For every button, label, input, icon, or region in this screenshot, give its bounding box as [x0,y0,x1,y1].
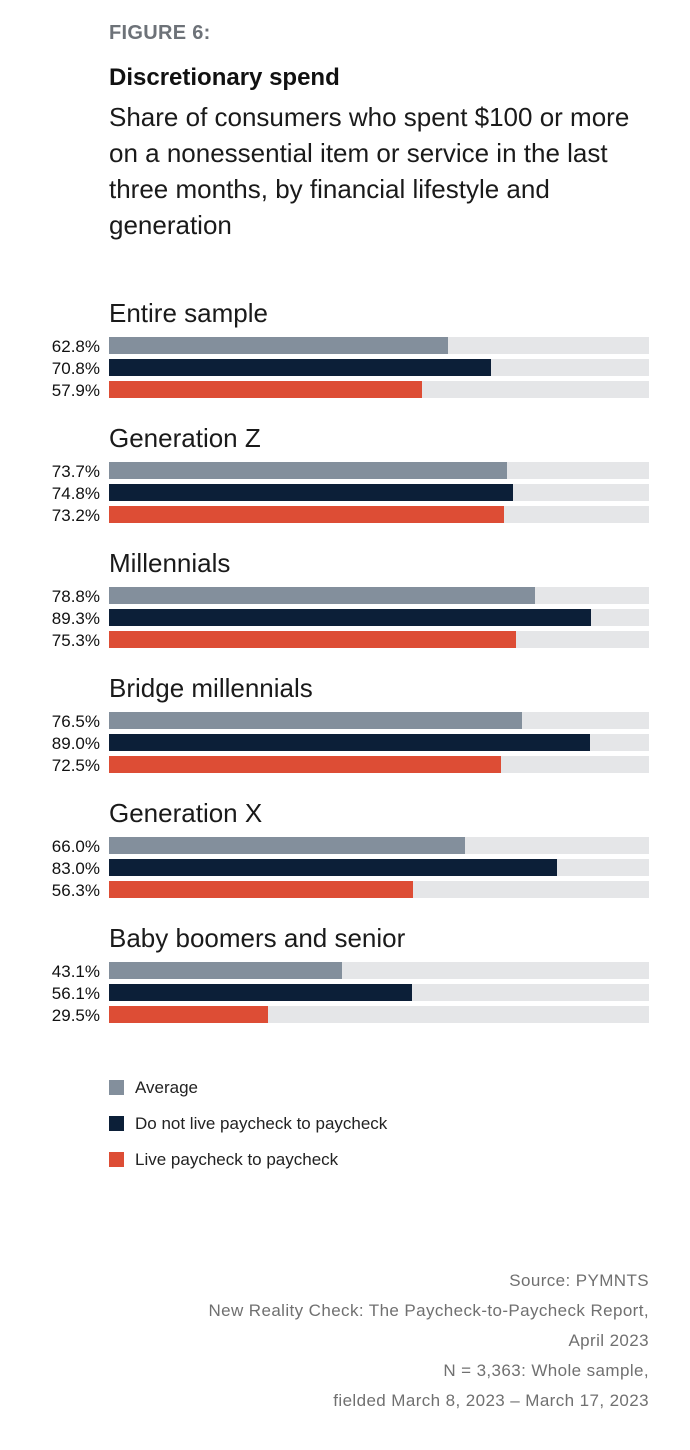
source-line: April 2023 [568,1331,649,1350]
bar-track [109,587,649,604]
data-label: 73.2% [51,506,100,525]
bar-live-paycheck-to-paycheck [109,381,422,398]
data-label: 56.1% [51,984,100,1003]
bar-average [109,962,342,979]
bar-do-not-live-paycheck-to-paycheck [109,984,412,1001]
bar-track [109,1006,649,1023]
data-label: 29.5% [51,1006,100,1025]
data-label: 74.8% [51,484,100,503]
legend-swatch [109,1152,124,1167]
group-title: Generation Z [109,423,261,453]
bar-do-not-live-paycheck-to-paycheck [109,859,558,876]
bar-live-paycheck-to-paycheck [109,506,505,523]
bar-track [109,881,649,898]
data-label: 75.3% [51,631,100,650]
bar-average [109,337,449,354]
bar-track [109,381,649,398]
bar-average [109,587,535,604]
data-label: 72.5% [51,756,100,775]
data-label: 66.0% [51,837,100,856]
legend-swatch [109,1080,124,1095]
bar-average [109,462,507,479]
bar-track [109,962,649,979]
data-label: 78.8% [51,587,100,606]
data-label: 89.0% [51,734,100,753]
bar-track [109,712,649,729]
bar-track [109,359,649,376]
bar-live-paycheck-to-paycheck [109,756,501,773]
data-label: 89.3% [51,609,100,628]
bar-do-not-live-paycheck-to-paycheck [109,484,513,501]
bar-live-paycheck-to-paycheck [109,881,414,898]
bar-do-not-live-paycheck-to-paycheck [109,734,590,751]
group-title: Generation X [109,798,263,828]
legend-label: Do not live paycheck to paycheck [135,1114,388,1133]
group-title: Bridge millennials [109,673,313,703]
figure-label: FIGURE 6: [109,22,211,44]
data-label: 56.3% [51,881,100,900]
legend-swatch [109,1116,124,1131]
group-title: Entire sample [109,298,268,328]
bar-track [109,984,649,1001]
source-note: Source: PYMNTS New Reality Check: The Pa… [208,1266,649,1416]
bar-track [109,859,649,876]
source-line: N = 3,363: Whole sample, [443,1361,649,1380]
bar-track [109,462,649,479]
bar-do-not-live-paycheck-to-paycheck [109,609,592,626]
legend-label: Live paycheck to paycheck [135,1150,339,1169]
source-line: Source: PYMNTS [509,1271,649,1290]
bar-do-not-live-paycheck-to-paycheck [109,359,492,376]
chart-title: Discretionary spend [109,64,340,91]
data-label: 43.1% [51,962,100,981]
group-title: Millennials [109,548,231,578]
bar-live-paycheck-to-paycheck [109,1006,269,1023]
bar-track [109,756,649,773]
bar-track [109,609,649,626]
data-label: 57.9% [51,381,100,400]
bar-track [109,631,649,648]
data-label: 70.8% [51,359,100,378]
source-line: New Reality Check: The Paycheck-to-Paych… [208,1301,649,1320]
bar-live-paycheck-to-paycheck [109,631,516,648]
bar-track [109,337,649,354]
source-line: fielded March 8, 2023 – March 17, 2023 [333,1391,649,1410]
bar-track [109,837,649,854]
bar-average [109,837,466,854]
data-label: 62.8% [51,337,100,356]
bar-track [109,506,649,523]
data-label: 83.0% [51,859,100,878]
legend-label: Average [135,1078,199,1097]
bar-track [109,734,649,751]
group-title: Baby boomers and senior [109,923,406,953]
data-label: 76.5% [51,712,100,731]
bar-track [109,484,649,501]
chart-subtitle: Share of consumers who spent $100 or mor… [109,102,630,240]
bar-average [109,712,523,729]
data-label: 73.7% [51,462,100,481]
